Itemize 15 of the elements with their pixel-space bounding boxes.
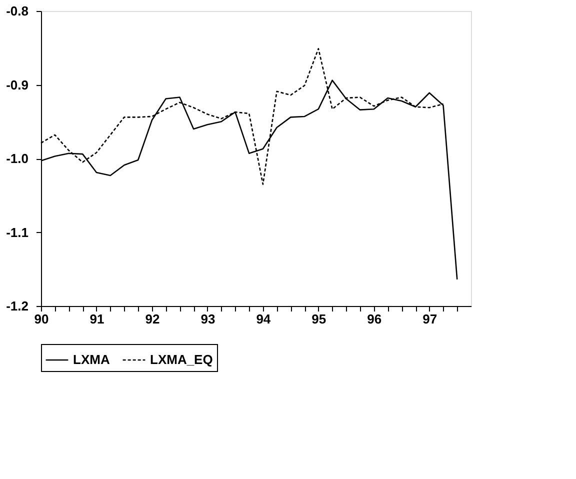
y-tick-label: -1.1: [6, 224, 28, 240]
y-tick-label: -1.0: [6, 151, 28, 166]
y-tick-label: -0.8: [6, 4, 28, 18]
x-tick-label: 96: [367, 312, 382, 326]
x-tick-label: 93: [200, 312, 216, 326]
x-tick-label: 97: [422, 312, 438, 326]
x-tick-label: 92: [145, 312, 160, 326]
y-tick-label: -0.9: [6, 77, 28, 92]
x-tick-label: 94: [256, 312, 272, 326]
legend-label: LXMA_EQ: [150, 352, 213, 367]
x-tick-label: 91: [90, 312, 104, 326]
legend-label: LXMA: [73, 352, 110, 367]
x-tick-label: 95: [312, 312, 326, 326]
x-tick-label: 90: [34, 312, 49, 326]
y-tick-label: -1.2: [6, 298, 28, 314]
